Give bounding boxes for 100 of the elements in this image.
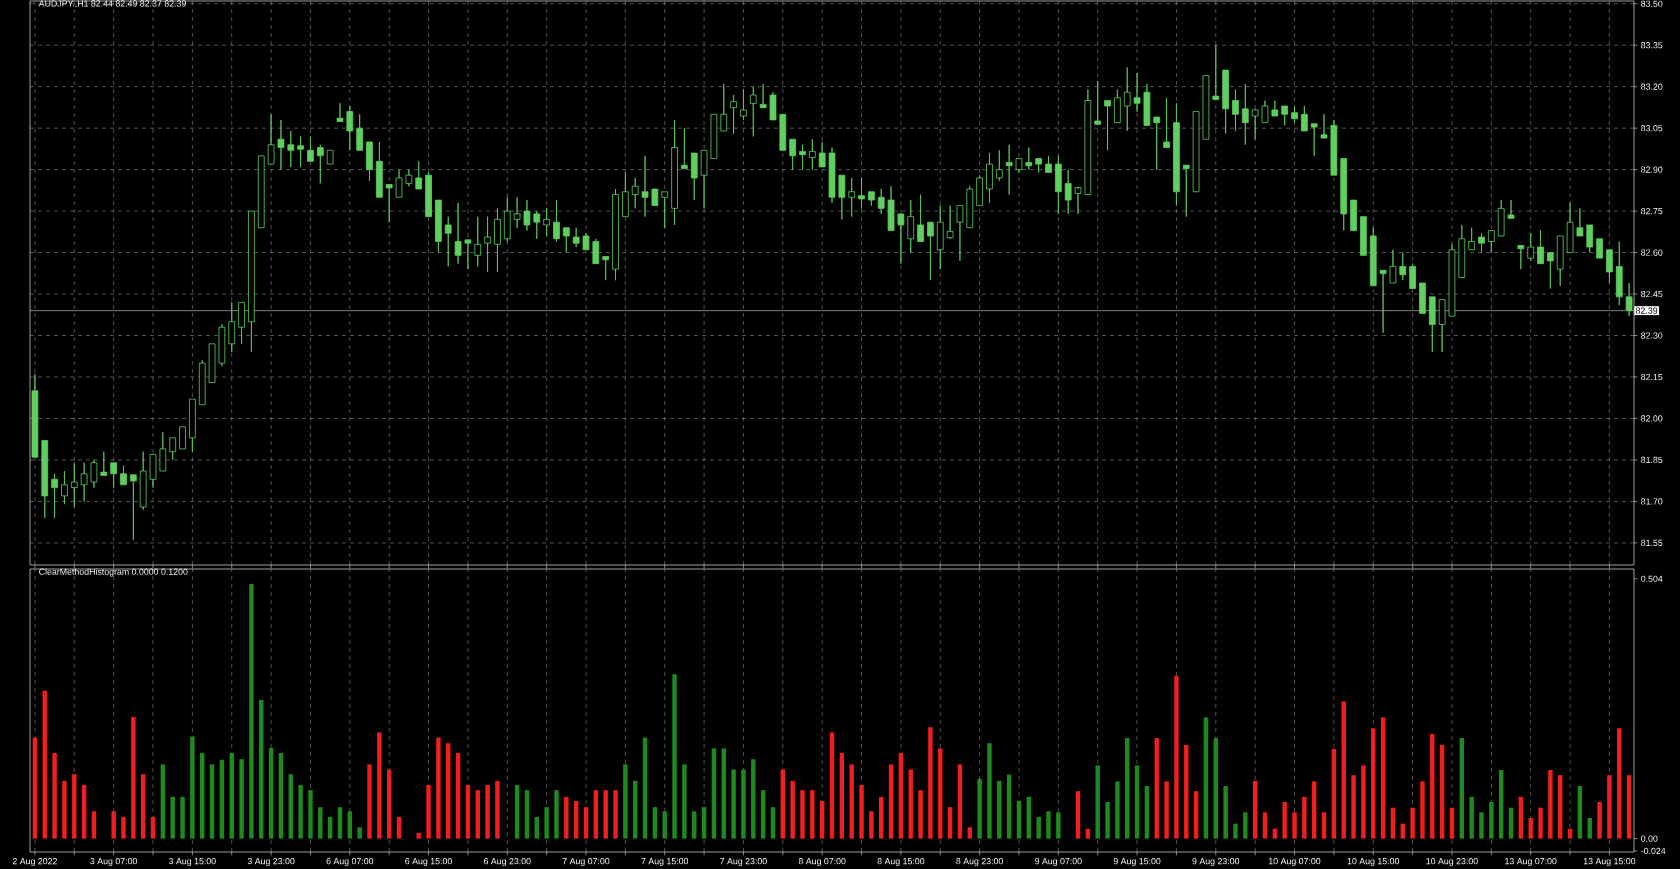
candlestick: [129, 474, 137, 541]
bar: [1518, 796, 1524, 839]
candlestick: [631, 177, 639, 209]
bar: [1508, 807, 1514, 839]
bar: [1351, 775, 1356, 839]
candlestick: [749, 86, 757, 137]
y-tick-label: 0.00: [1641, 835, 1658, 842]
candlestick: [1271, 100, 1279, 117]
candlestick: [120, 465, 127, 486]
bar: [396, 816, 402, 839]
candlestick: [1556, 235, 1564, 287]
bar: [1292, 812, 1297, 839]
bar: [347, 811, 353, 839]
bar: [819, 800, 825, 839]
bar: [1085, 828, 1091, 839]
candlestick: [1596, 238, 1603, 259]
x-tick-label: 6 Aug 15:00: [405, 858, 452, 867]
candlestick: [494, 207, 501, 273]
bar: [1528, 817, 1533, 839]
candlestick: [1281, 105, 1289, 126]
candlestick: [1448, 243, 1456, 317]
bar: [121, 816, 126, 839]
candlestick: [366, 141, 373, 182]
candlestick: [1586, 224, 1594, 253]
candlestick: [208, 343, 216, 383]
bar: [1459, 738, 1465, 839]
bar: [495, 780, 500, 839]
candlestick: [907, 199, 915, 253]
bar: [259, 699, 264, 839]
bar: [1420, 781, 1425, 839]
candlestick: [1025, 147, 1033, 171]
bar: [249, 583, 254, 839]
candlestick: [1606, 249, 1613, 284]
candlestick: [1251, 108, 1259, 140]
bar: [898, 753, 904, 839]
bar: [52, 753, 57, 839]
bar: [1371, 728, 1376, 839]
candlestick: [995, 149, 1003, 182]
bar: [140, 774, 146, 839]
bar: [829, 732, 835, 839]
bar: [642, 737, 648, 839]
candlestick: [1291, 105, 1298, 124]
y-tick-label: 83.20: [1641, 83, 1663, 90]
bar: [731, 769, 736, 839]
x-tick-label: 3 Aug 07:00: [90, 858, 138, 867]
bar: [1203, 717, 1209, 839]
bar: [1144, 786, 1150, 839]
bar: [377, 732, 382, 839]
x-tick-label: 13 Aug 07:00: [1505, 858, 1557, 867]
bar: [42, 690, 47, 839]
candlestick: [159, 431, 167, 472]
candlestick: [100, 451, 108, 476]
y-tick-label: 83.05: [1641, 125, 1663, 132]
y-tick-label: 81.70: [1641, 498, 1663, 505]
candlestick: [277, 119, 285, 171]
bar: [1125, 738, 1130, 839]
candlestick: [1537, 230, 1544, 265]
candlestick: [1123, 66, 1131, 132]
candlestick: [1438, 299, 1446, 353]
y-tick-label: 83.35: [1641, 42, 1663, 49]
candlestick: [1487, 230, 1495, 253]
candlestick: [169, 437, 177, 461]
bar: [209, 764, 215, 839]
candlestick: [1035, 158, 1043, 173]
candlestick: [651, 188, 659, 206]
bar: [1439, 744, 1445, 839]
candlestick: [307, 136, 314, 162]
bar: [180, 796, 185, 839]
bar: [1164, 781, 1169, 839]
candlestick: [80, 462, 88, 502]
bar: [327, 816, 333, 839]
candlestick: [808, 138, 816, 171]
bar: [859, 784, 864, 839]
x-tick-label: 9 Aug 15:00: [1113, 858, 1161, 867]
candlestick: [513, 196, 521, 229]
candlestick: [179, 426, 186, 450]
bar: [1498, 770, 1504, 839]
chart-title: ClearMethodHistogram 0.0000 0.1200: [39, 568, 188, 577]
candlestick: [868, 191, 875, 206]
bar: [1548, 770, 1553, 839]
bar: [1587, 817, 1592, 839]
candlestick: [1261, 100, 1269, 124]
bar: [1302, 796, 1307, 839]
bar: [800, 790, 805, 839]
y-tick-label: 82.90: [1641, 166, 1663, 173]
candlestick: [346, 105, 354, 151]
candlestick: [257, 155, 265, 229]
x-tick-label: 2 Aug 2022: [12, 858, 57, 867]
bar: [918, 790, 923, 839]
candlestick: [41, 440, 49, 519]
candlestick: [976, 174, 983, 206]
candlestick: [454, 202, 462, 265]
candlestick: [710, 113, 718, 159]
bar: [357, 827, 362, 839]
bar: [436, 737, 441, 839]
bar: [1617, 728, 1622, 839]
candlestick: [533, 210, 541, 240]
candlestick: [1301, 105, 1308, 132]
bar: [938, 748, 943, 839]
candlestick: [1399, 252, 1407, 281]
